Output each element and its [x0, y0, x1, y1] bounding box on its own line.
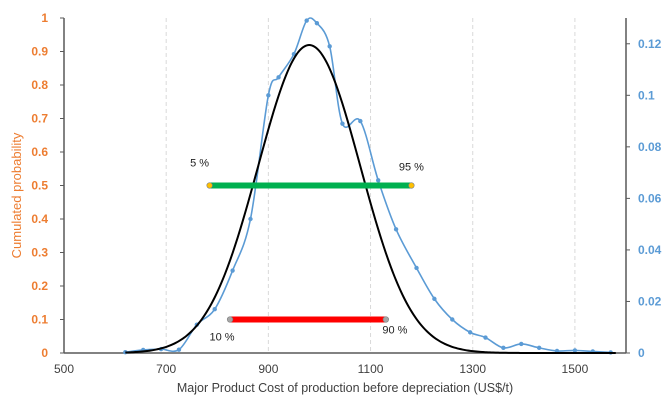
histogram-point: [276, 75, 281, 80]
histogram-point: [467, 330, 473, 335]
ranges: 5 % 95 % 10 % 90 %: [190, 158, 424, 344]
range-end-label: 90 %: [382, 325, 407, 337]
x-tick-label: 1300: [459, 362, 486, 376]
left-tick-label: 1: [41, 11, 48, 25]
left-tick-label: 0.8: [31, 78, 48, 92]
histogram-point: [304, 18, 309, 23]
right-tick-label: 0.02: [638, 294, 662, 308]
histogram-point: [266, 93, 271, 98]
x-tick-label: 900: [258, 362, 278, 376]
x-tick-label: 700: [156, 362, 176, 376]
histogram-point: [314, 20, 320, 26]
histogram-point: [358, 118, 363, 124]
histogram-point: [340, 121, 345, 126]
left-tick-label: 0.5: [31, 179, 48, 193]
right-tick-label: 0: [638, 346, 645, 360]
left-tick-label: 0.6: [31, 145, 48, 159]
range-end-marker: [382, 316, 389, 323]
range-start-marker: [226, 316, 234, 323]
histogram-point: [212, 306, 217, 312]
histogram-point: [432, 296, 437, 302]
x-axis-title: Major Product Cost of production before …: [177, 381, 513, 395]
right-tick-label: 0.08: [638, 140, 662, 154]
right-tick-label: 0.06: [638, 191, 662, 205]
x-tick-label: 1500: [562, 362, 589, 376]
histogram-point: [248, 216, 253, 222]
series: [123, 17, 616, 355]
right-tick-label: 0.04: [638, 243, 662, 257]
histogram-point: [393, 227, 399, 232]
left-tick-label: 0.4: [31, 212, 48, 226]
range-start-label: 5 %: [190, 158, 209, 170]
histogram-point: [376, 178, 381, 183]
range-start-marker: [206, 182, 213, 189]
range-end-label: 95 %: [399, 162, 424, 174]
histogram-point: [536, 345, 542, 351]
left-tick-label: 0.9: [31, 45, 48, 59]
histogram-point: [572, 348, 578, 353]
right-tick-label: 0.12: [638, 37, 662, 51]
left-tick-label: 0.3: [31, 246, 48, 260]
histogram-point: [483, 335, 488, 340]
histogram-point: [501, 345, 506, 351]
tick-labels: 500 700 900 1100 1300 1500 0 0.1 0.2 0.3 0.4 0.5 0.6…: [31, 11, 661, 376]
y-axis-title: Cumulated probability: [9, 132, 24, 258]
histogram-point: [414, 265, 419, 271]
range-start-label: 10 %: [210, 332, 235, 344]
range-end-marker: [408, 182, 415, 189]
x-tick-label: 1100: [358, 362, 384, 376]
left-tick-label: 0.7: [31, 112, 48, 126]
right-tick-label: 0.1: [638, 88, 655, 102]
histogram-point: [327, 44, 332, 49]
left-tick-label: 0.2: [31, 279, 48, 293]
histogram-point: [230, 268, 235, 273]
histogram-point: [450, 317, 455, 322]
left-tick-label: 0: [41, 346, 48, 360]
histogram-point: [176, 347, 182, 352]
x-tick-label: 500: [54, 362, 74, 376]
histogram-point: [519, 341, 524, 347]
normal-fit-line: [125, 44, 616, 354]
left-tick-label: 0.1: [31, 313, 48, 327]
